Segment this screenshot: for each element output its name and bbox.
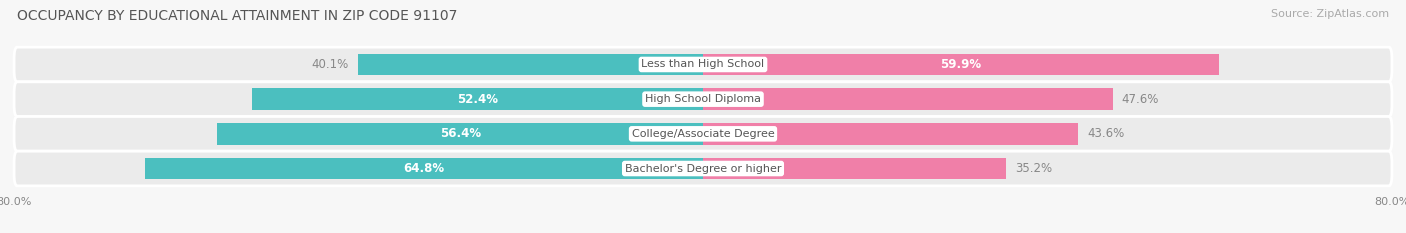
FancyBboxPatch shape (14, 116, 1392, 151)
Text: 64.8%: 64.8% (404, 162, 444, 175)
Text: College/Associate Degree: College/Associate Degree (631, 129, 775, 139)
Bar (703, 54, 1219, 75)
Text: 52.4%: 52.4% (457, 93, 498, 106)
Bar (357, 54, 703, 75)
Text: 40.1%: 40.1% (312, 58, 349, 71)
Text: 59.9%: 59.9% (941, 58, 981, 71)
Text: High School Diploma: High School Diploma (645, 94, 761, 104)
FancyBboxPatch shape (14, 82, 1392, 116)
Text: Bachelor's Degree or higher: Bachelor's Degree or higher (624, 164, 782, 174)
Text: 56.4%: 56.4% (440, 127, 481, 140)
FancyBboxPatch shape (14, 151, 1392, 186)
Bar (252, 88, 703, 110)
Text: Less than High School: Less than High School (641, 59, 765, 69)
Text: 43.6%: 43.6% (1087, 127, 1125, 140)
FancyBboxPatch shape (14, 47, 1392, 82)
Text: 35.2%: 35.2% (1015, 162, 1052, 175)
Text: 47.6%: 47.6% (1122, 93, 1159, 106)
Text: OCCUPANCY BY EDUCATIONAL ATTAINMENT IN ZIP CODE 91107: OCCUPANCY BY EDUCATIONAL ATTAINMENT IN Z… (17, 9, 457, 23)
Bar (703, 158, 1007, 179)
Bar (703, 88, 1114, 110)
Bar (703, 123, 1078, 145)
Bar (218, 123, 703, 145)
Text: Source: ZipAtlas.com: Source: ZipAtlas.com (1271, 9, 1389, 19)
Bar (145, 158, 703, 179)
